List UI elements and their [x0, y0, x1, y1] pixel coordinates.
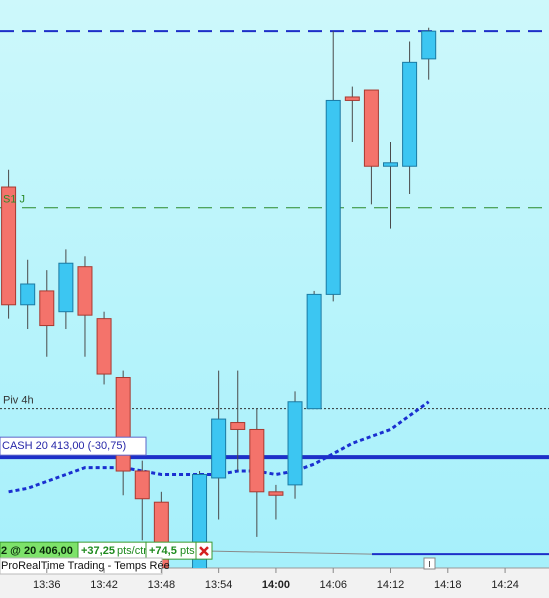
- gain-unit: pts/ctr: [117, 545, 147, 557]
- footer-box: [0, 557, 163, 575]
- candle-body: [402, 61, 418, 167]
- x-tick-label: 14:12: [377, 579, 405, 591]
- x-tick-label: 14:18: [434, 579, 462, 591]
- position-link: [211, 550, 373, 555]
- x-tick-label: 13:54: [205, 579, 233, 591]
- level-label: S1 J: [3, 194, 25, 206]
- candle-body: [383, 162, 399, 167]
- candle-body: [306, 293, 322, 410]
- x-tick-label: 14:00: [262, 579, 290, 591]
- candle-body: [249, 428, 265, 493]
- moving-average: [8, 400, 430, 494]
- candle-body: [344, 96, 360, 101]
- candle-body: [1, 186, 17, 306]
- level-label: Piv 4h: [3, 395, 34, 407]
- candle-body: [77, 266, 93, 316]
- close-position-button[interactable]: [195, 541, 213, 560]
- candle-body: [211, 418, 227, 479]
- gain-total: +74,5: [149, 545, 177, 557]
- x-tick-label: 13:48: [148, 579, 176, 591]
- x-tick-label: 13:36: [33, 579, 61, 591]
- candle-body: [20, 283, 36, 306]
- position-label: 2 @ 20 406,00: [1, 545, 73, 557]
- candle-body: [287, 401, 303, 486]
- x-tick-label: 13:42: [90, 579, 118, 591]
- candle-body: [96, 318, 112, 375]
- cash-label-box: [0, 436, 147, 456]
- candle-body: [363, 89, 379, 167]
- gain-per-contract: +37,25: [81, 545, 115, 557]
- candle-body: [39, 290, 55, 327]
- candle-body: [134, 470, 150, 500]
- close-icon: [199, 546, 209, 557]
- x-tick-label: 14:24: [491, 579, 519, 591]
- candle-body: [192, 473, 208, 568]
- candle-body: [115, 377, 131, 472]
- overlay: S1 J Piv 4h CASH 20 413,00 (-30,75) 2 @ 20 …: [0, 194, 436, 575]
- footer-label: ProRealTime Trading - Temps Rée: [1, 560, 170, 572]
- cash-label: CASH 20 413,00 (-30,75): [2, 440, 126, 452]
- candle-body: [325, 99, 341, 295]
- x-tick-label: 14:06: [319, 579, 347, 591]
- candle-body: [421, 30, 437, 60]
- total-unit: pts: [180, 545, 195, 557]
- candle-body: [230, 422, 246, 430]
- candle-body: [58, 262, 74, 313]
- candle-body: [268, 491, 284, 496]
